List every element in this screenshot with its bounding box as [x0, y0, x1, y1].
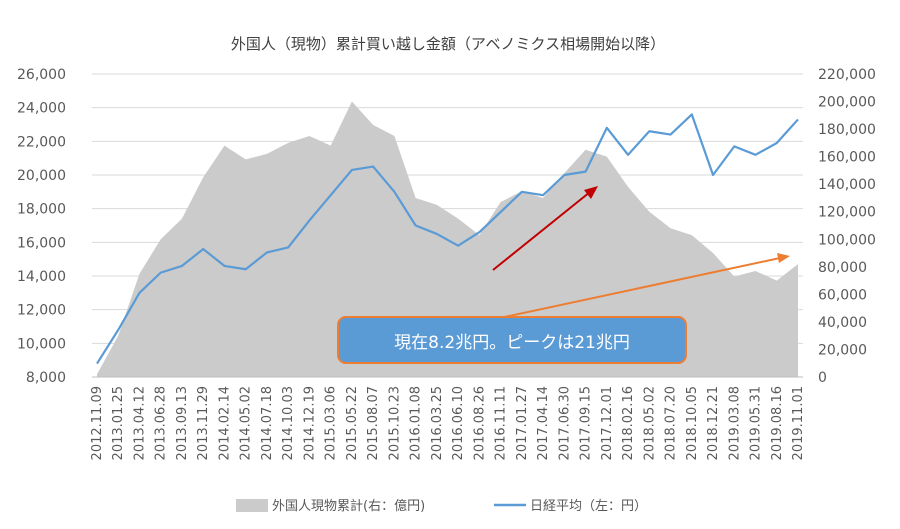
- arrow-to-peak: [492, 191, 591, 271]
- x-tick-label: 2013.04.12: [132, 386, 147, 460]
- y-left-tick-label: 18,000: [17, 202, 66, 218]
- x-tick-label: 2014.10.03: [281, 386, 296, 460]
- y-left-tick-label: 22,000: [17, 134, 66, 150]
- y-right-tick-label: 200,000: [818, 95, 876, 111]
- x-tick-label: 2019.05.31: [749, 386, 764, 460]
- x-tick-label: 2018.07.20: [664, 386, 679, 460]
- annotation-callout-text: 現在8.2兆円。ピークは21兆円: [394, 332, 630, 353]
- left-axis-ticks: 8,000 10,000 12,000 14,000 16,000 18,000 20,00…: [17, 67, 66, 386]
- y-left-tick-label: 12,000: [17, 303, 66, 319]
- x-tick-label: 2018.12.21: [706, 386, 721, 460]
- x-tick-label: 2015.05.22: [345, 386, 360, 460]
- y-right-tick-label: 120,000: [818, 205, 876, 221]
- legend-swatch-area: [236, 499, 268, 512]
- x-tick-label: 2016.11.11: [494, 386, 509, 460]
- y-left-tick-label: 24,000: [17, 101, 66, 117]
- chart-title: 外国人（現物）累計買い越し金額（アベノミクス相場開始以降）: [231, 35, 665, 53]
- annotation-callout: 現在8.2兆円。ピークは21兆円: [337, 316, 687, 364]
- x-tick-label: 2018.05.02: [642, 386, 657, 460]
- y-right-tick-label: 220,000: [818, 67, 876, 83]
- y-left-tick-label: 16,000: [17, 235, 66, 251]
- y-left-tick-label: 26,000: [17, 67, 66, 83]
- x-tick-label: 2018.02.16: [621, 386, 636, 460]
- x-tick-label: 2016.01.08: [409, 386, 424, 460]
- legend-label-line: 日経平均（左：円）: [530, 499, 647, 514]
- x-tick-label: 2014.12.19: [302, 386, 317, 460]
- annotation-arrows: [492, 186, 790, 319]
- x-tick-label: 2013.09.13: [175, 386, 190, 460]
- x-tick-label: 2015.10.23: [387, 386, 402, 460]
- x-tick-label: 2017.04.14: [536, 386, 551, 460]
- y-left-tick-label: 14,000: [17, 269, 66, 285]
- y-right-tick-label: 180,000: [818, 122, 876, 138]
- y-left-tick-label: 8,000: [26, 370, 66, 386]
- arrow-to-current: [499, 257, 781, 319]
- x-tick-label: 2015.03.06: [324, 386, 339, 460]
- x-tick-label: 2013.06.28: [154, 386, 169, 460]
- x-tick-label: 2016.06.10: [451, 386, 466, 460]
- legend: 外国人現物累計(右：億円) 日経平均（左：円）: [236, 498, 647, 514]
- y-right-tick-label: 20,000: [818, 342, 867, 358]
- x-tick-label: 2019.03.08: [727, 386, 742, 460]
- x-tick-label: 2015.08.07: [366, 386, 381, 460]
- x-tick-label: 2017.01.27: [515, 386, 530, 460]
- x-axis-ticks: 2012.11.09 2013.01.25 2013.04.12 2013.06.28…: [90, 376, 806, 460]
- y-right-tick-label: 140,000: [818, 177, 876, 193]
- y-right-tick-label: 60,000: [818, 287, 867, 303]
- line-series-layer: [96, 113, 799, 365]
- arrow-to-peak-head: [584, 186, 598, 199]
- y-right-tick-label: 160,000: [818, 150, 876, 166]
- y-right-tick-label: 0: [818, 370, 827, 386]
- arrow-to-current-head: [777, 253, 790, 263]
- line-series-nikkei: [96, 113, 799, 365]
- x-tick-label: 2014.05.02: [239, 386, 254, 460]
- x-tick-label: 2014.07.18: [260, 386, 275, 460]
- x-tick-label: 2018.10.05: [685, 386, 700, 460]
- x-tick-label: 2017.09.15: [579, 386, 594, 460]
- x-tick-label: 2012.11.09: [90, 386, 105, 460]
- x-tick-label: 2017.12.01: [600, 386, 615, 460]
- x-tick-label: 2016.03.25: [430, 386, 445, 460]
- y-left-tick-label: 10,000: [17, 336, 66, 352]
- y-right-tick-label: 100,000: [818, 232, 876, 248]
- x-tick-label: 2014.02.14: [217, 386, 232, 460]
- y-right-tick-label: 40,000: [818, 315, 867, 331]
- x-tick-label: 2017.06.30: [557, 386, 572, 460]
- x-tick-label: 2013.11.29: [196, 386, 211, 460]
- x-tick-label: 2016.08.26: [472, 386, 487, 460]
- x-tick-label: 2019.08.16: [770, 386, 785, 460]
- y-left-tick-label: 20,000: [17, 168, 66, 184]
- x-tick-label: 2019.11.01: [791, 386, 806, 460]
- x-tick-label: 2013.01.25: [111, 386, 126, 460]
- y-right-tick-label: 80,000: [818, 260, 867, 276]
- right-axis-ticks: 0 20,000 40,000 60,000 80,000 100,000 120,000 1…: [818, 67, 876, 386]
- legend-label-area: 外国人現物累計(右：億円): [272, 498, 425, 514]
